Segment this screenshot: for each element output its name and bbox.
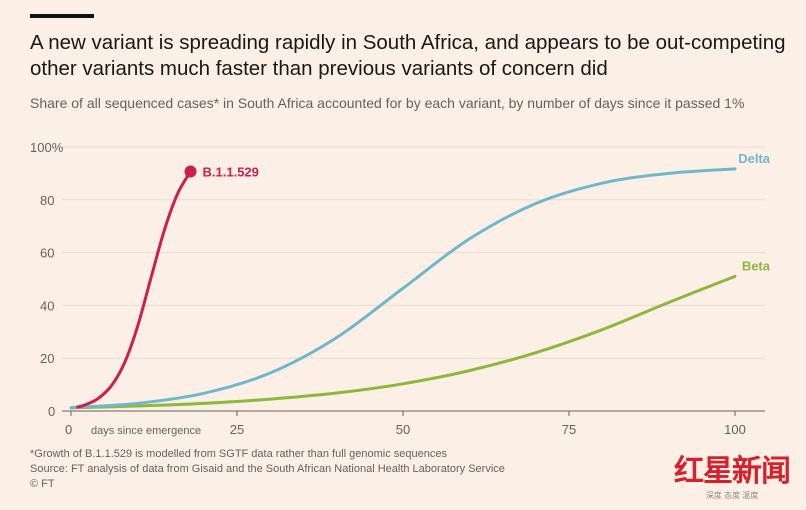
x-tick-label: 0 xyxy=(65,422,72,437)
x-axis-label: days since emergence xyxy=(91,425,201,437)
y-tick-label: 20 xyxy=(40,351,54,366)
x-tick-label: 75 xyxy=(562,422,576,437)
series-line-b11529 xyxy=(76,170,193,409)
series-label: B.1.1.529 xyxy=(203,165,259,180)
watermark-logo: 红星新闻 深度 态度 温度 xyxy=(672,446,792,501)
chart-title: A new variant is spreading rapidly in So… xyxy=(30,31,786,80)
source-note: Source: FT analysis of data from Gisaid … xyxy=(30,463,505,475)
y-tick-label: 100% xyxy=(30,140,64,155)
series-end-marker xyxy=(184,165,197,178)
y-tick-label: 60 xyxy=(40,246,54,261)
x-tick-label: 50 xyxy=(396,422,410,437)
brand-bar xyxy=(30,14,94,18)
series-label: Beta xyxy=(742,258,771,273)
series-line-beta xyxy=(69,274,737,410)
y-tick-label: 40 xyxy=(40,298,54,313)
chart-subtitle: Share of all sequenced cases* in South A… xyxy=(30,95,745,111)
y-tick-label: 80 xyxy=(40,193,54,208)
x-tick-label: 25 xyxy=(230,422,244,437)
x-tick-label: 100 xyxy=(724,422,746,437)
copyright: © FT xyxy=(30,478,55,490)
watermark-text: 红星新闻 xyxy=(674,454,791,489)
series-label: Delta xyxy=(738,151,771,166)
series-line-delta xyxy=(69,167,737,410)
y-tick-label: 0 xyxy=(48,404,55,419)
footnote: *Growth of B.1.1.529 is modelled from SG… xyxy=(30,448,447,460)
watermark-slogan: 深度 态度 温度 xyxy=(705,491,759,500)
